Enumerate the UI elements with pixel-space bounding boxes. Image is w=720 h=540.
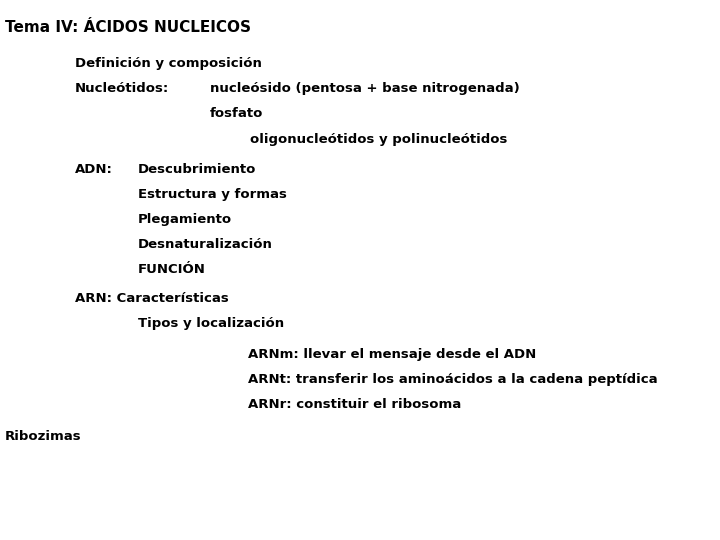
Text: ARNr: constituir el ribosoma: ARNr: constituir el ribosoma: [248, 398, 462, 411]
Text: Descubrimiento: Descubrimiento: [138, 163, 256, 176]
Text: Desnaturalización: Desnaturalización: [138, 238, 273, 251]
Text: nucleósido (pentosa + base nitrogenada): nucleósido (pentosa + base nitrogenada): [210, 82, 520, 95]
Text: ARN: Características: ARN: Características: [75, 292, 229, 305]
Text: Tipos y localización: Tipos y localización: [138, 317, 284, 330]
Text: ADN:: ADN:: [75, 163, 113, 176]
Text: Tema IV: ÁCIDOS NUCLEICOS: Tema IV: ÁCIDOS NUCLEICOS: [5, 20, 251, 35]
Text: FUNCIÓN: FUNCIÓN: [138, 263, 206, 276]
Text: Definición y composición: Definición y composición: [75, 57, 262, 70]
Text: ARNm: llevar el mensaje desde el ADN: ARNm: llevar el mensaje desde el ADN: [248, 348, 536, 361]
Text: fosfato: fosfato: [210, 107, 264, 120]
Text: oligonucleótidos y polinucleótidos: oligonucleótidos y polinucleótidos: [250, 133, 508, 146]
Text: Estructura y formas: Estructura y formas: [138, 188, 287, 201]
Text: ARNt: transferir los aminoácidos a la cadena peptídica: ARNt: transferir los aminoácidos a la ca…: [248, 373, 657, 386]
Text: Plegamiento: Plegamiento: [138, 213, 232, 226]
Text: Nucleótidos:: Nucleótidos:: [75, 82, 169, 95]
Text: Ribozimas: Ribozimas: [5, 430, 81, 443]
